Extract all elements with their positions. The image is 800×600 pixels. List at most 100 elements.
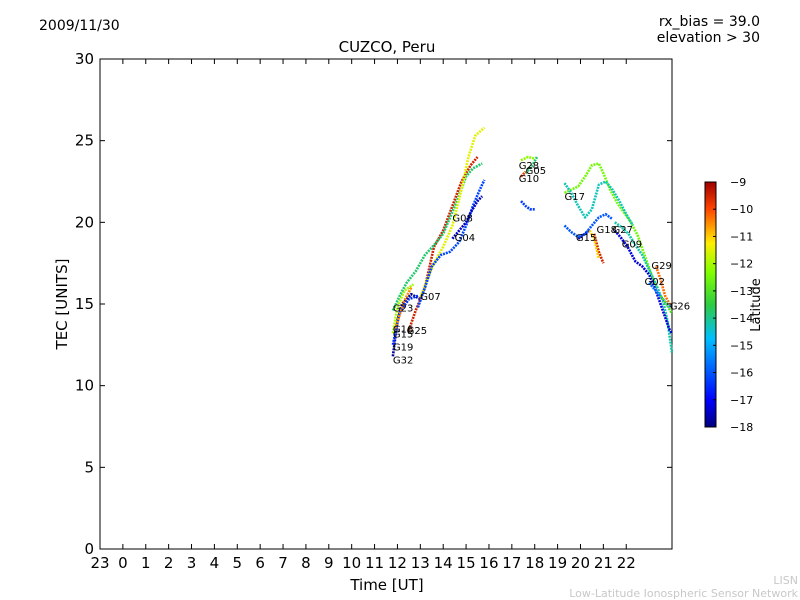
colorbar: −18 −17 −16 −15 −14 −13 −12 −11 −10 −9 Latitude xyxy=(704,176,764,434)
colorbar-tick-label: −14 xyxy=(730,312,753,325)
x-tick-label: 5 xyxy=(233,554,243,572)
y-tick-label: 30 xyxy=(75,50,94,68)
satellite-label-G02: G02 xyxy=(645,277,665,288)
chart-title: CUZCO, Peru xyxy=(339,38,436,56)
satellite-label-G15: G15 xyxy=(393,329,413,340)
x-tick-label: 8 xyxy=(301,554,311,572)
colorbar-tick-label: −17 xyxy=(730,394,753,407)
x-tick-label: 14 xyxy=(434,554,453,572)
series-G26 xyxy=(659,295,674,315)
colorbar-tick-label: −10 xyxy=(730,203,753,216)
x-axis: 23 0 1 2 3 4 5 6 7 8 9 10 11 12 13 14 15 16 17 18 19 20 21 22 xyxy=(90,59,636,572)
colorbar-tick-label: −13 xyxy=(730,285,753,298)
satellite-label-G18: G18 xyxy=(597,225,617,236)
y-tick-label: 15 xyxy=(75,295,94,313)
satellite-label-G23: G23 xyxy=(393,303,413,314)
series-G23 xyxy=(391,162,483,312)
series-G16 xyxy=(393,287,413,329)
x-axis-label: Time [UT] xyxy=(349,576,423,594)
plot-area xyxy=(99,58,673,550)
colorbar-label: Latitude xyxy=(749,278,764,332)
satellite-label-G15: G15 xyxy=(576,233,596,244)
x-tick-label: 12 xyxy=(388,554,407,572)
series-G10 xyxy=(520,170,527,178)
x-tick-label: 11 xyxy=(365,554,384,572)
x-tick-label: 0 xyxy=(118,554,128,572)
colorbar-tick-label: −9 xyxy=(730,176,746,189)
x-tick-label: 20 xyxy=(571,554,590,572)
x-tick-label: 1 xyxy=(141,554,151,572)
elevation-label: elevation > 30 xyxy=(656,30,760,46)
series-G29 xyxy=(654,265,671,305)
colorbar-tick-label: −15 xyxy=(730,339,753,352)
satellite-label-G09: G09 xyxy=(622,240,642,251)
satellite-label-G32: G32 xyxy=(393,356,413,367)
y-axis-label: TEC [UNITS] xyxy=(53,259,71,351)
satellite-labels: G32G19G15G16G25G23G07G04G08G28G05G10G17G… xyxy=(393,161,690,366)
colorbar-tick-label: −16 xyxy=(730,367,753,380)
series-G10b xyxy=(520,200,535,211)
colorbar-tick-label: −18 xyxy=(730,421,753,434)
satellite-label-G17: G17 xyxy=(565,192,585,203)
satellite-label-G28: G28 xyxy=(519,161,539,172)
x-tick-label: 7 xyxy=(278,554,288,572)
y-tick-label: 20 xyxy=(75,213,94,231)
colorbar-ticks: −18 −17 −16 −15 −14 −13 −12 −11 −10 −9 xyxy=(713,176,753,434)
colorbar-gradient xyxy=(704,181,717,428)
series-G08 xyxy=(451,195,484,240)
series-G28 xyxy=(520,155,535,162)
series-G18o xyxy=(588,229,601,259)
satellite-label-G07: G07 xyxy=(420,292,440,303)
satellite-label-G08: G08 xyxy=(452,213,472,224)
footer: LISN Low-Latitude Ionospheric Sensor Net… xyxy=(569,574,798,600)
series-G05 xyxy=(524,156,539,175)
x-tick-label: 18 xyxy=(525,554,544,572)
series-G27 xyxy=(614,221,674,354)
x-tick-label: 9 xyxy=(324,554,334,572)
satellite-label-G29: G29 xyxy=(651,261,671,272)
footer-line2: Low-Latitude Ionospheric Sensor Network xyxy=(569,587,798,600)
x-tick-label: 4 xyxy=(210,554,220,572)
y-tick-label: 5 xyxy=(84,458,94,476)
colorbar-tick-label: −12 xyxy=(730,258,753,271)
x-tick-label: 17 xyxy=(502,554,521,572)
series-G04 xyxy=(416,179,486,308)
series-G15 xyxy=(391,283,415,334)
satellite-label-G25: G25 xyxy=(407,326,427,337)
satellite-label-G05: G05 xyxy=(526,166,546,177)
y-tick-label: 25 xyxy=(75,132,94,150)
satellite-label-G16: G16 xyxy=(393,325,413,336)
series-layer xyxy=(391,126,674,357)
date-label: 2009/11/30 xyxy=(39,18,120,34)
satellite-label-G19: G19 xyxy=(393,343,413,354)
satellite-label-G26: G26 xyxy=(670,302,690,313)
x-tick-label: 6 xyxy=(255,554,265,572)
x-tick-label: 23 xyxy=(90,554,109,572)
satellite-label-G27: G27 xyxy=(613,225,633,236)
series-G18 xyxy=(563,212,614,239)
x-tick-label: 2 xyxy=(164,554,174,572)
colorbar-tick-label: −11 xyxy=(730,230,753,243)
x-tick-label: 21 xyxy=(594,554,613,572)
x-tick-label: 3 xyxy=(187,554,197,572)
footer-line1: LISN xyxy=(773,574,798,587)
x-tick-label: 16 xyxy=(479,554,498,572)
series-G17b xyxy=(563,180,635,227)
series-G02 xyxy=(648,281,671,309)
rx-bias-info: rx_bias = 39.0 elevation > 30 xyxy=(657,14,760,46)
series-G09 xyxy=(613,229,674,335)
satellite-label-G10: G10 xyxy=(519,174,539,185)
x-tick-label: 19 xyxy=(548,554,567,572)
series-G17 xyxy=(563,162,658,289)
x-tick-label: 10 xyxy=(342,554,361,572)
series-G07 xyxy=(419,126,486,298)
rx-bias-label: rx_bias = 39.0 xyxy=(658,14,760,30)
satellite-label-G04: G04 xyxy=(455,233,475,244)
x-tick-label: 15 xyxy=(457,554,476,572)
y-tick-label: 0 xyxy=(84,540,94,558)
x-tick-label: 13 xyxy=(411,554,430,572)
y-tick-label: 10 xyxy=(75,377,94,395)
x-tick-label: 22 xyxy=(617,554,636,572)
y-axis: 0 5 10 15 20 25 30 xyxy=(75,50,672,558)
